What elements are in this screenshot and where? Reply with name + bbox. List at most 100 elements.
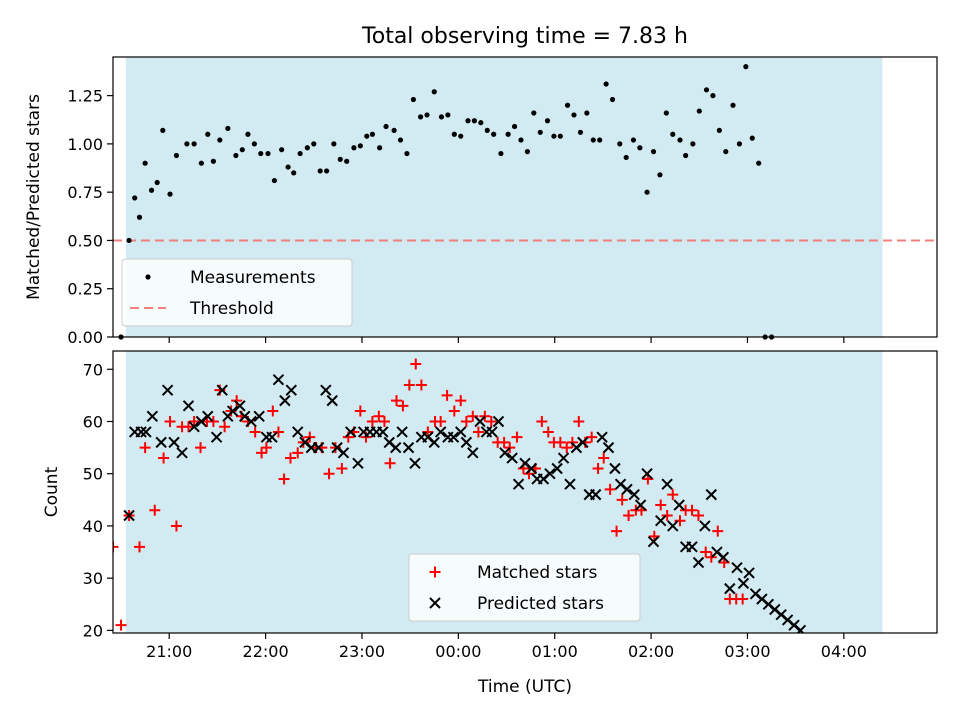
predicted-star-point bbox=[272, 374, 285, 386]
measurement-point bbox=[703, 87, 710, 93]
matched-star-point bbox=[422, 426, 434, 438]
matched-star-point bbox=[403, 379, 415, 391]
legend-matched-swatch bbox=[429, 566, 441, 578]
x-axis-label: Time (UTC) bbox=[477, 677, 572, 697]
matched-star-point bbox=[700, 546, 712, 558]
measurement-point bbox=[690, 141, 696, 147]
matched-star-point bbox=[188, 416, 200, 427]
measurement-point bbox=[291, 170, 297, 176]
measurement-point bbox=[225, 125, 231, 132]
predicted-star-point bbox=[168, 436, 180, 449]
y-tick-label: 1.25 bbox=[67, 87, 103, 106]
matched-star-point bbox=[170, 520, 182, 532]
measurement-point bbox=[424, 112, 430, 118]
matched-star-point bbox=[460, 416, 472, 427]
matched-star-point bbox=[391, 395, 403, 407]
predicted-star-point bbox=[285, 384, 297, 396]
predicted-star-point bbox=[155, 436, 167, 449]
matched-star-point bbox=[554, 436, 566, 448]
matched-star-point bbox=[667, 489, 679, 501]
measurement-point bbox=[324, 168, 330, 174]
predicted-star-point bbox=[320, 384, 332, 396]
y-tick-label: 0.75 bbox=[67, 183, 103, 202]
measurement-point bbox=[677, 137, 683, 143]
predicted-star-point bbox=[467, 447, 479, 459]
predicted-star-point bbox=[602, 441, 615, 454]
measurement-point bbox=[410, 96, 416, 103]
predicted-star-point bbox=[352, 457, 364, 469]
matched-star-point bbox=[336, 463, 348, 474]
measurement-point bbox=[132, 195, 138, 201]
measurement-point bbox=[597, 137, 603, 143]
measurement-point bbox=[198, 160, 204, 166]
predicted-star-point bbox=[389, 441, 402, 454]
predicted-star-point bbox=[188, 421, 200, 433]
predicted-star-point bbox=[176, 447, 188, 459]
predicted-star-point bbox=[731, 562, 743, 574]
predicted-star-point bbox=[492, 415, 505, 428]
measurement-point bbox=[564, 102, 571, 108]
matched-star-point bbox=[472, 426, 484, 438]
predicted-star-point bbox=[486, 426, 498, 438]
measurement-point bbox=[154, 179, 160, 186]
measurement-point bbox=[285, 164, 291, 170]
measurement-point bbox=[167, 191, 173, 197]
measurement-point bbox=[623, 154, 629, 161]
measurement-point bbox=[233, 152, 239, 159]
x-tick-label: 01:00 bbox=[532, 642, 578, 661]
predicted-star-point bbox=[377, 426, 389, 438]
predicted-star-point bbox=[699, 520, 711, 532]
predicted-star-point bbox=[655, 515, 667, 527]
predicted-star-point bbox=[525, 462, 538, 475]
measurement-point bbox=[191, 141, 197, 147]
x-tick-label: 02:00 bbox=[628, 642, 674, 661]
matched-star-point bbox=[504, 442, 516, 454]
matched-star-point bbox=[441, 389, 453, 401]
matched-star-point bbox=[536, 416, 548, 427]
predicted-star-point bbox=[647, 535, 660, 548]
matched-star-point bbox=[611, 525, 623, 537]
predicted-star-point bbox=[146, 410, 159, 422]
measurement-point bbox=[217, 137, 223, 143]
measurement-point bbox=[730, 102, 736, 108]
predicted-star-point bbox=[202, 410, 214, 422]
measurement-point bbox=[670, 131, 676, 137]
matched-star-point bbox=[410, 358, 422, 370]
measurement-point bbox=[518, 137, 524, 143]
measurement-point bbox=[397, 137, 404, 143]
legend-measurement-swatch bbox=[145, 274, 151, 280]
predicted-star-point bbox=[337, 447, 350, 459]
measurement-point bbox=[723, 149, 729, 155]
x-tick-label: 04:00 bbox=[821, 642, 867, 661]
predicted-star-point bbox=[312, 441, 325, 454]
matched-star-point bbox=[712, 525, 724, 537]
measurement-point bbox=[657, 172, 663, 178]
matched-star-point bbox=[158, 452, 170, 464]
legend-label: Matched stars bbox=[477, 563, 597, 583]
measurement-point bbox=[245, 131, 251, 137]
matched-star-point bbox=[284, 452, 296, 464]
measurement-point bbox=[451, 131, 457, 137]
measurement-point bbox=[544, 118, 551, 124]
measurement-point bbox=[551, 133, 557, 139]
measurement-point bbox=[710, 93, 716, 99]
measurement-point bbox=[148, 187, 155, 193]
matched-star-point bbox=[498, 436, 510, 448]
predicted-star-point bbox=[609, 462, 621, 475]
measurement-point bbox=[716, 127, 722, 133]
predicted-star-point bbox=[182, 400, 195, 412]
measurement-point bbox=[524, 149, 531, 155]
matched-star-point bbox=[267, 405, 279, 417]
measurement-point bbox=[557, 133, 563, 139]
matched-star-point bbox=[323, 468, 335, 480]
measurement-point bbox=[271, 177, 278, 184]
matched-star-point bbox=[366, 416, 378, 427]
measurement-point bbox=[458, 133, 464, 139]
ratio-panel: 0.00 0.25 0.50 0.75 1.00 1.25 Matched/Predicte… bbox=[24, 56, 938, 347]
matched-star-point bbox=[616, 494, 628, 506]
matched-star-point bbox=[278, 473, 290, 485]
measurement-point bbox=[239, 147, 245, 153]
predicted-star-point bbox=[345, 426, 357, 438]
predicted-star-point bbox=[245, 415, 257, 428]
matched-star-point bbox=[479, 410, 491, 422]
